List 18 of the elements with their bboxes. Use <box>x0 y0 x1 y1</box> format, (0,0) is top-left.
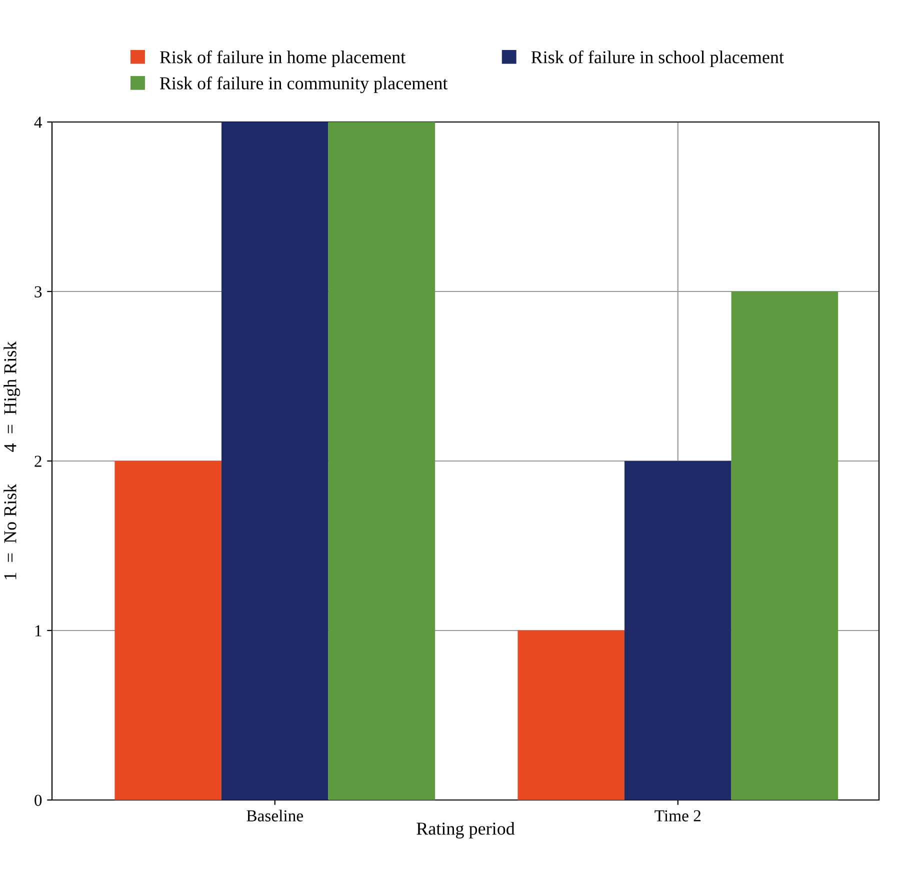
x-tick-label: Baseline <box>246 810 303 822</box>
y-tick-label: 1 <box>35 625 42 636</box>
legend-label: Risk of failure in school placement <box>531 50 784 68</box>
bar <box>221 122 328 800</box>
legend-label: Risk of failure in community placement <box>160 76 448 94</box>
bar <box>328 122 436 800</box>
y-tick-label: 4 <box>34 116 42 128</box>
y-tick-label: 0 <box>34 794 42 806</box>
bar <box>731 292 838 800</box>
x-axis-title: Rating period <box>416 822 515 838</box>
bar <box>518 630 624 800</box>
y-axis-title: 1 = No Risk 4 = High Risk <box>4 341 20 580</box>
legend-label: Risk of failure in home placement <box>160 50 406 68</box>
y-tick-label: 2 <box>34 456 42 467</box>
bar <box>114 461 222 800</box>
x-tick-label: Time 2 <box>654 810 701 822</box>
bar <box>624 461 732 800</box>
y-tick-label: 3 <box>34 286 42 298</box>
